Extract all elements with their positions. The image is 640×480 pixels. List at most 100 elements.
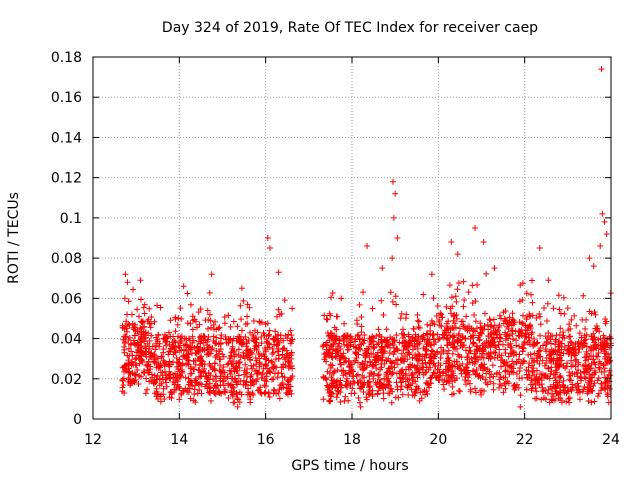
data-point [374,390,381,397]
data-point [340,354,347,361]
data-point [453,315,460,322]
data-point [459,360,466,367]
data-point [497,315,504,322]
data-point [238,285,245,292]
data-point [233,379,240,386]
data-point [415,318,422,325]
data-point [358,383,365,390]
data-point [258,333,265,340]
data-point [544,390,551,397]
data-point [329,377,336,384]
data-point [545,330,552,337]
data-point [465,367,472,374]
data-point [131,324,138,331]
data-point [556,354,563,361]
data-point [451,312,458,319]
data-point [151,380,158,387]
data-point [450,332,457,339]
data-point [229,338,236,345]
data-point [400,374,407,381]
data-point [340,333,347,340]
data-point [592,361,599,368]
data-point [145,361,152,368]
data-point [346,357,353,364]
data-point [164,335,171,342]
data-point [546,348,553,355]
data-point [470,368,477,375]
data-point [477,387,484,394]
data-point [185,375,192,382]
data-point [435,360,442,367]
data-point [176,396,183,403]
data-point [505,353,512,360]
data-point [544,300,551,307]
data-point [475,334,482,341]
data-point [574,380,581,387]
data-point [528,375,535,382]
data-point [512,337,519,344]
data-point [587,388,594,395]
data-point [472,224,479,231]
data-point [385,342,392,349]
data-point [560,294,567,301]
data-point [211,360,218,367]
data-point [449,303,456,310]
data-point [405,349,412,356]
data-point [269,345,276,352]
data-point [474,325,481,332]
data-point [558,346,565,353]
data-point [497,374,504,381]
data-point [375,387,382,394]
data-point [154,302,161,309]
data-point [521,340,528,347]
data-point [189,313,196,320]
data-point [320,342,327,349]
data-point [598,66,605,73]
data-point [332,347,339,354]
data-point [243,378,250,385]
data-point [431,321,438,328]
data-point [342,393,349,400]
data-point [211,383,218,390]
data-point [191,366,198,373]
data-point [491,342,498,349]
data-point [254,376,261,383]
data-point [599,210,606,217]
data-point [434,348,441,355]
data-point [328,294,335,301]
data-point [477,320,484,327]
data-point [278,370,285,377]
data-point [248,371,255,378]
data-point [358,323,365,330]
data-point [431,341,438,348]
data-point [419,360,426,367]
data-point [405,381,412,388]
data-point [508,344,515,351]
data-point [413,386,420,393]
data-point [166,371,173,378]
data-point [218,332,225,339]
data-point [358,329,365,336]
data-point [141,334,148,341]
data-point [252,343,259,350]
data-point [235,346,242,353]
data-point [186,385,193,392]
data-point [426,384,433,391]
data-point [172,349,179,356]
data-point [125,298,132,305]
data-point [201,361,208,368]
data-point [216,389,223,396]
data-point [466,344,473,351]
data-point [140,369,147,376]
data-point [159,369,166,376]
data-point [269,351,276,358]
data-point [268,376,275,383]
data-point [206,343,213,350]
data-point [265,389,272,396]
data-point [334,313,341,320]
data-point [583,331,590,338]
data-point [500,389,507,396]
data-point [222,386,229,393]
data-point [172,328,179,335]
data-point [274,374,281,381]
